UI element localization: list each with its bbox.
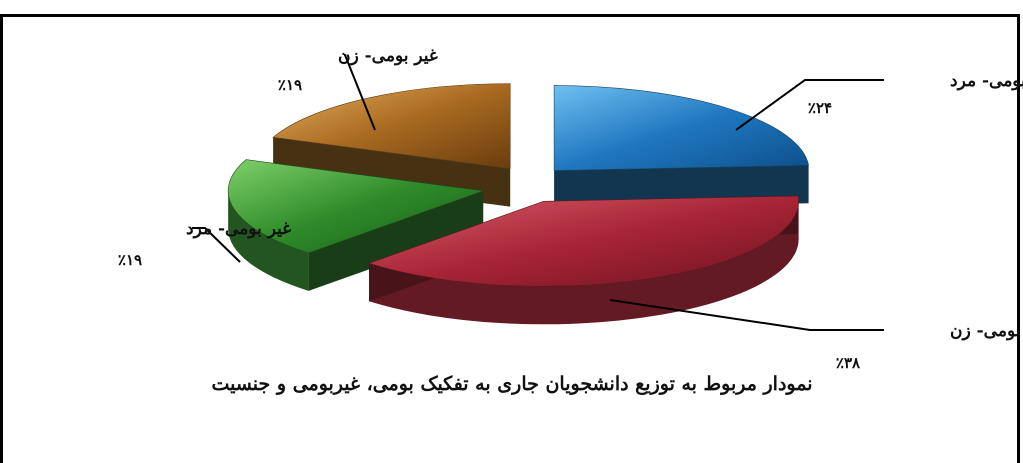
slice-value-label: ٪۱۹ — [118, 251, 142, 269]
slice-top-face — [227, 159, 484, 254]
slice-value-label: ٪۱۹ — [278, 76, 302, 94]
slice-outer-wall — [369, 201, 799, 325]
slice-top-face — [553, 85, 809, 171]
slice-outer-wall — [228, 190, 309, 291]
leader-line — [344, 54, 376, 131]
slice-label: بومی- مرد — [950, 71, 1023, 91]
slice-top-face — [368, 195, 799, 287]
slice-label: غیر بومی- مرد — [186, 219, 291, 239]
slice-native-female — [368, 195, 799, 325]
slice-label: بومی- زن — [950, 321, 1020, 341]
leader-line — [609, 299, 884, 331]
leader-line — [735, 79, 884, 131]
chart-frame — [0, 14, 1020, 463]
leader-line — [192, 227, 241, 263]
slice-nonnative-male — [227, 159, 484, 291]
slice-value-label: ٪۳۸ — [836, 354, 861, 372]
slice-value-label: ٪۲۴ — [808, 99, 832, 117]
chart-title: نمودار مربوط به توزیع دانشجویان جاری به … — [211, 373, 812, 395]
slice-label: غیر بومی- زن — [338, 46, 438, 66]
slice-top-face — [272, 83, 511, 169]
